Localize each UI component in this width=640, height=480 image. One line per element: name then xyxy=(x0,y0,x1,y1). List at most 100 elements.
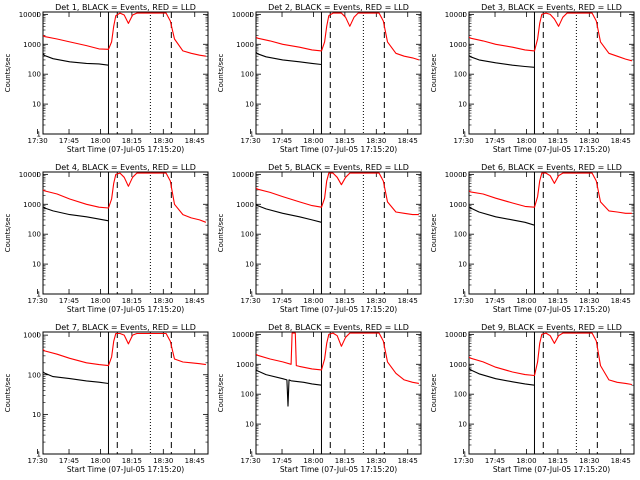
plot-frame xyxy=(42,11,209,135)
y-tick-label: 10 xyxy=(245,261,254,269)
series-line-lld xyxy=(256,12,420,61)
y-tick-label: 1 xyxy=(250,131,254,139)
x-tick-label: 18:30 xyxy=(153,297,173,305)
y-tick-label: 10 xyxy=(32,411,41,419)
plot-svg: Det 6, BLACK = Events, RED = LLD Counts/s… xyxy=(430,163,635,314)
detector-panel-6: Det 6, BLACK = Events, RED = LLD Counts/s… xyxy=(426,160,639,320)
plot-frame xyxy=(255,171,422,295)
x-tick-label: 18:45 xyxy=(398,457,418,465)
x-tick-label: 17:45 xyxy=(485,457,505,465)
x-tick-label: 18:00 xyxy=(516,137,536,145)
series-line-events xyxy=(43,205,109,222)
data-layer xyxy=(469,12,633,134)
y-tick-label: 100 xyxy=(454,231,467,239)
detector-panel-5: Det 5, BLACK = Events, RED = LLD Counts/s… xyxy=(213,160,426,320)
y-tick-label: 10 xyxy=(245,421,254,429)
y-tick-label: 1 xyxy=(37,291,41,299)
data-layer xyxy=(469,332,632,454)
series-line-events xyxy=(256,369,322,407)
x-tick-label: 18:30 xyxy=(366,137,386,145)
x-tick-label: 17:30 xyxy=(28,137,48,145)
series-line-lld xyxy=(469,12,633,62)
x-tick-label: 18:45 xyxy=(398,297,418,305)
x-axis-label: Start Time (07-Jul-05 17:15:20) xyxy=(280,465,397,474)
series-line-lld xyxy=(469,332,632,386)
x-tick-label: 18:45 xyxy=(185,137,205,145)
y-tick-label: 1000 xyxy=(23,41,41,49)
detector-panel-4: Det 4, BLACK = Events, RED = LLD Counts/s… xyxy=(0,160,213,320)
plot-title: Det 9, BLACK = Events, RED = LLD xyxy=(481,323,622,332)
y-tick-label: 10 xyxy=(245,101,254,109)
x-tick-label: 18:00 xyxy=(90,137,110,145)
y-tick-label: 1 xyxy=(250,451,254,459)
data-layer xyxy=(43,12,206,134)
x-tick-label: 17:30 xyxy=(241,457,261,465)
y-tick-label: 10000 xyxy=(232,331,254,339)
plot-title: Det 3, BLACK = Events, RED = LLD xyxy=(481,3,622,12)
y-tick-label: 10000 xyxy=(445,331,467,339)
y-tick-label: 1000 xyxy=(449,361,467,369)
plot-svg: Det 2, BLACK = Events, RED = LLD Counts/s… xyxy=(217,3,422,154)
detector-panel-9: Det 9, BLACK = Events, RED = LLD Counts/s… xyxy=(426,320,639,480)
x-axis-label: Start Time (07-Jul-05 17:15:20) xyxy=(280,305,397,314)
x-tick-label: 18:45 xyxy=(611,457,631,465)
plot-title: Det 8, BLACK = Events, RED = LLD xyxy=(268,323,409,332)
y-tick-label: 10000 xyxy=(445,11,467,19)
x-tick-label: 18:30 xyxy=(579,297,599,305)
y-tick-label: 100 xyxy=(28,371,41,379)
detector-panel-2: Det 2, BLACK = Events, RED = LLD Counts/s… xyxy=(213,0,426,160)
x-tick-label: 17:45 xyxy=(485,297,505,305)
y-axis-label: Counts/sec xyxy=(4,374,12,413)
y-tick-label: 10 xyxy=(32,101,41,109)
x-tick-label: 18:15 xyxy=(548,457,568,465)
x-axis-label: Start Time (07-Jul-05 17:15:20) xyxy=(67,305,184,314)
x-tick-label: 18:00 xyxy=(516,297,536,305)
series-line-lld xyxy=(43,172,207,223)
x-tick-label: 17:30 xyxy=(241,297,261,305)
y-tick-label: 10 xyxy=(32,261,41,269)
y-tick-label: 1000 xyxy=(449,201,467,209)
y-tick-label: 100 xyxy=(28,71,41,79)
y-tick-label: 1000 xyxy=(236,201,254,209)
y-tick-label: 1 xyxy=(463,451,467,459)
plot-frame xyxy=(468,171,635,295)
y-tick-label: 1 xyxy=(37,451,41,459)
detector-panel-1: Det 1, BLACK = Events, RED = LLD Counts/s… xyxy=(0,0,213,160)
plot-title: Det 5, BLACK = Events, RED = LLD xyxy=(268,163,409,172)
y-axis-label: Counts/sec xyxy=(430,374,438,413)
y-tick-label: 1 xyxy=(250,291,254,299)
plot-svg: Det 5, BLACK = Events, RED = LLD Counts/s… xyxy=(217,163,422,314)
y-axis-label: Counts/sec xyxy=(430,54,438,93)
x-tick-label: 17:45 xyxy=(59,297,79,305)
plot-svg: Det 8, BLACK = Events, RED = LLD Counts/s… xyxy=(217,323,422,474)
x-tick-label: 17:45 xyxy=(272,457,292,465)
series-line-lld xyxy=(469,172,632,214)
plot-frame xyxy=(468,331,635,455)
x-tick-label: 18:45 xyxy=(185,297,205,305)
x-tick-label: 18:15 xyxy=(335,297,355,305)
x-tick-label: 18:30 xyxy=(153,457,173,465)
x-tick-label: 18:45 xyxy=(611,297,631,305)
series-line-events xyxy=(469,367,535,386)
detector-panel-7: Det 7, BLACK = Events, RED = LLD Counts/s… xyxy=(0,320,213,480)
y-axis-label: Counts/sec xyxy=(4,214,12,253)
x-tick-label: 18:00 xyxy=(90,297,110,305)
x-tick-label: 18:30 xyxy=(579,137,599,145)
plot-title: Det 4, BLACK = Events, RED = LLD xyxy=(55,163,196,172)
plot-frame xyxy=(468,11,635,135)
data-layer xyxy=(256,12,420,134)
series-line-events xyxy=(256,51,322,66)
data-layer xyxy=(43,172,207,294)
x-tick-label: 18:00 xyxy=(516,457,536,465)
x-tick-label: 17:45 xyxy=(272,297,292,305)
x-tick-label: 18:00 xyxy=(90,457,110,465)
series-line-lld xyxy=(256,172,419,216)
y-axis-label: Counts/sec xyxy=(4,54,12,93)
y-tick-label: 100 xyxy=(241,71,254,79)
y-tick-label: 1000 xyxy=(236,361,254,369)
y-tick-label: 1 xyxy=(463,131,467,139)
series-line-events xyxy=(469,205,535,226)
x-tick-label: 18:30 xyxy=(153,137,173,145)
y-tick-label: 10000 xyxy=(232,11,254,19)
